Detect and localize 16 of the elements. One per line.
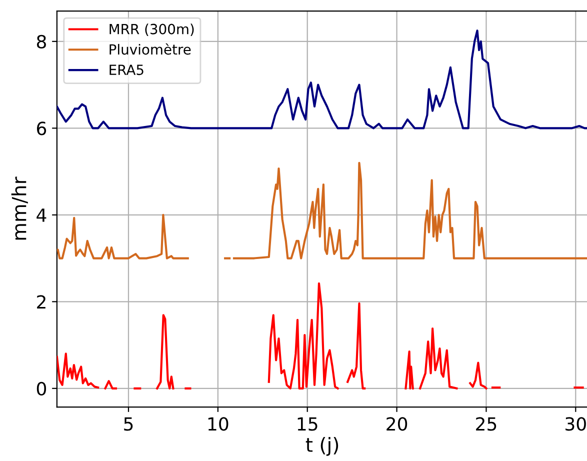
y-tick-label: 0	[36, 382, 46, 396]
legend-label: Pluviomètre	[110, 43, 191, 55]
y-tick-label: 2	[37, 295, 46, 309]
y-tick-label: 8	[36, 34, 46, 49]
x-axis-title: t (j)	[306, 437, 338, 456]
y-tick-label: 6	[36, 122, 46, 136]
x-tick-label: 20	[386, 417, 408, 431]
y-axis-title: mm/hr	[11, 176, 28, 240]
legend-label: ERA5	[110, 64, 144, 76]
y-tick-label: 4	[36, 208, 46, 222]
x-tick-label: 15	[298, 417, 318, 431]
x-tick-label: 5	[124, 417, 133, 431]
x-tick-label: 10	[208, 417, 228, 431]
x-tick-label: 30	[566, 417, 586, 431]
legend-label: MRR (300m)	[110, 24, 194, 36]
x-tick-label: 25	[476, 417, 496, 431]
